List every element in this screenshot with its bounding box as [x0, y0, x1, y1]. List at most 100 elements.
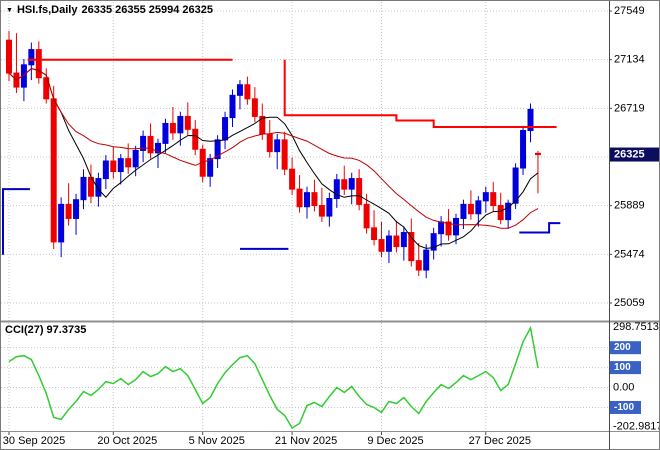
support-segment [2, 188, 30, 255]
ma-fast-line [8, 68, 539, 249]
candle [102, 155, 109, 190]
cci-level-badge: -100 [610, 400, 641, 414]
candle-body [6, 39, 12, 74]
candle [222, 111, 229, 150]
candle-body [132, 149, 139, 168]
candle [296, 175, 303, 213]
candle [28, 42, 35, 81]
candle-body [534, 152, 541, 156]
candle [430, 227, 437, 260]
candle [400, 226, 407, 261]
candle [50, 85, 57, 249]
ohlc-readout: 26335 26355 25994 26325 [81, 4, 213, 16]
candle [318, 187, 325, 222]
candle [423, 244, 430, 279]
candle-body [400, 232, 407, 248]
candle-body [453, 217, 459, 236]
candle-body [318, 205, 325, 217]
candle [251, 87, 258, 123]
candle [341, 165, 348, 195]
cci-level-badge-bg [610, 361, 641, 375]
cci-level-badge-label: 200 [614, 342, 631, 353]
candle-body [304, 192, 310, 208]
candle-body [333, 179, 340, 200]
candle [333, 173, 340, 208]
candle-body [512, 167, 519, 204]
candle-body [341, 179, 348, 190]
date-tick-label: 9 Dec 2025 [367, 435, 423, 447]
candle [192, 119, 199, 156]
candle [304, 186, 310, 219]
candle [467, 190, 474, 220]
candle [453, 213, 459, 245]
cci-level-badge-label: 100 [614, 362, 631, 373]
candle-body [169, 122, 176, 134]
candle [244, 76, 251, 105]
cci-max-label: 298.7513 [613, 321, 659, 333]
current-price-tag: 26325 [610, 147, 659, 162]
price-axis-labels[interactable]: 27549 27134 26719 25889 25474 25059 [609, 5, 645, 309]
candle [35, 41, 42, 84]
candle-body [43, 77, 50, 100]
candle-body [207, 158, 214, 177]
date-tick-label: 5 Nov 2025 [189, 435, 245, 447]
price-tick-label: 25059 [614, 297, 645, 309]
candle-body [58, 203, 65, 243]
candles-layer[interactable] [6, 30, 541, 279]
candle [505, 199, 512, 230]
candle-body [147, 135, 154, 154]
candle-body [73, 199, 80, 219]
date-axis-labels[interactable]: 30 Sep 2025 20 Oct 2025 5 Nov 2025 21 Nov 2… [3, 432, 531, 447]
cci-level-badge: 200 [610, 341, 641, 355]
date-tick-label: 27 Dec 2025 [469, 435, 531, 447]
candle-body [28, 49, 35, 66]
resistance-segment [283, 59, 557, 128]
candle-body [266, 133, 273, 153]
candle [311, 179, 318, 212]
candle [65, 183, 72, 226]
candle-body [408, 232, 415, 262]
candle-body [348, 178, 355, 190]
candle [162, 118, 169, 153]
candle-body [251, 98, 258, 117]
candle [169, 107, 176, 140]
candle [490, 182, 497, 212]
candle [460, 199, 467, 230]
candle-body [289, 168, 296, 190]
candle [43, 68, 50, 104]
candle [393, 220, 400, 253]
candle-body [363, 203, 370, 229]
candle-body [371, 227, 378, 241]
cci-axis-labels[interactable]: 298.7513 0.00 -202.9817 200 100 -100 [610, 321, 660, 433]
current-price-tag-bg [610, 147, 659, 162]
candle-body [236, 84, 243, 96]
candle-body [140, 135, 147, 151]
candle-body [110, 160, 117, 173]
price-tick-label: 25889 [614, 200, 645, 212]
candle-body [490, 192, 497, 207]
candle [482, 186, 489, 213]
candle [236, 80, 243, 110]
candle-body [117, 158, 124, 173]
symbol-marker-icon: ▼ [6, 7, 13, 14]
candle-body [95, 178, 102, 197]
candle-body [244, 84, 251, 100]
cci-zero-label: 0.00 [613, 382, 634, 394]
candle [229, 89, 236, 127]
candle [408, 218, 415, 267]
candle [534, 151, 541, 194]
cci-level-badge-bg [610, 400, 641, 414]
candle-body [177, 115, 184, 134]
candle-body [125, 158, 132, 168]
candle [110, 146, 117, 179]
candle-body [229, 94, 236, 119]
candle-body [385, 235, 392, 252]
candle-body [80, 176, 87, 201]
candle-body [475, 200, 482, 215]
candle-body [467, 203, 474, 215]
candle [155, 138, 161, 169]
indicator-label: CCI(27) 97.3735 [5, 324, 87, 336]
candle [356, 169, 363, 211]
candle [58, 197, 65, 258]
